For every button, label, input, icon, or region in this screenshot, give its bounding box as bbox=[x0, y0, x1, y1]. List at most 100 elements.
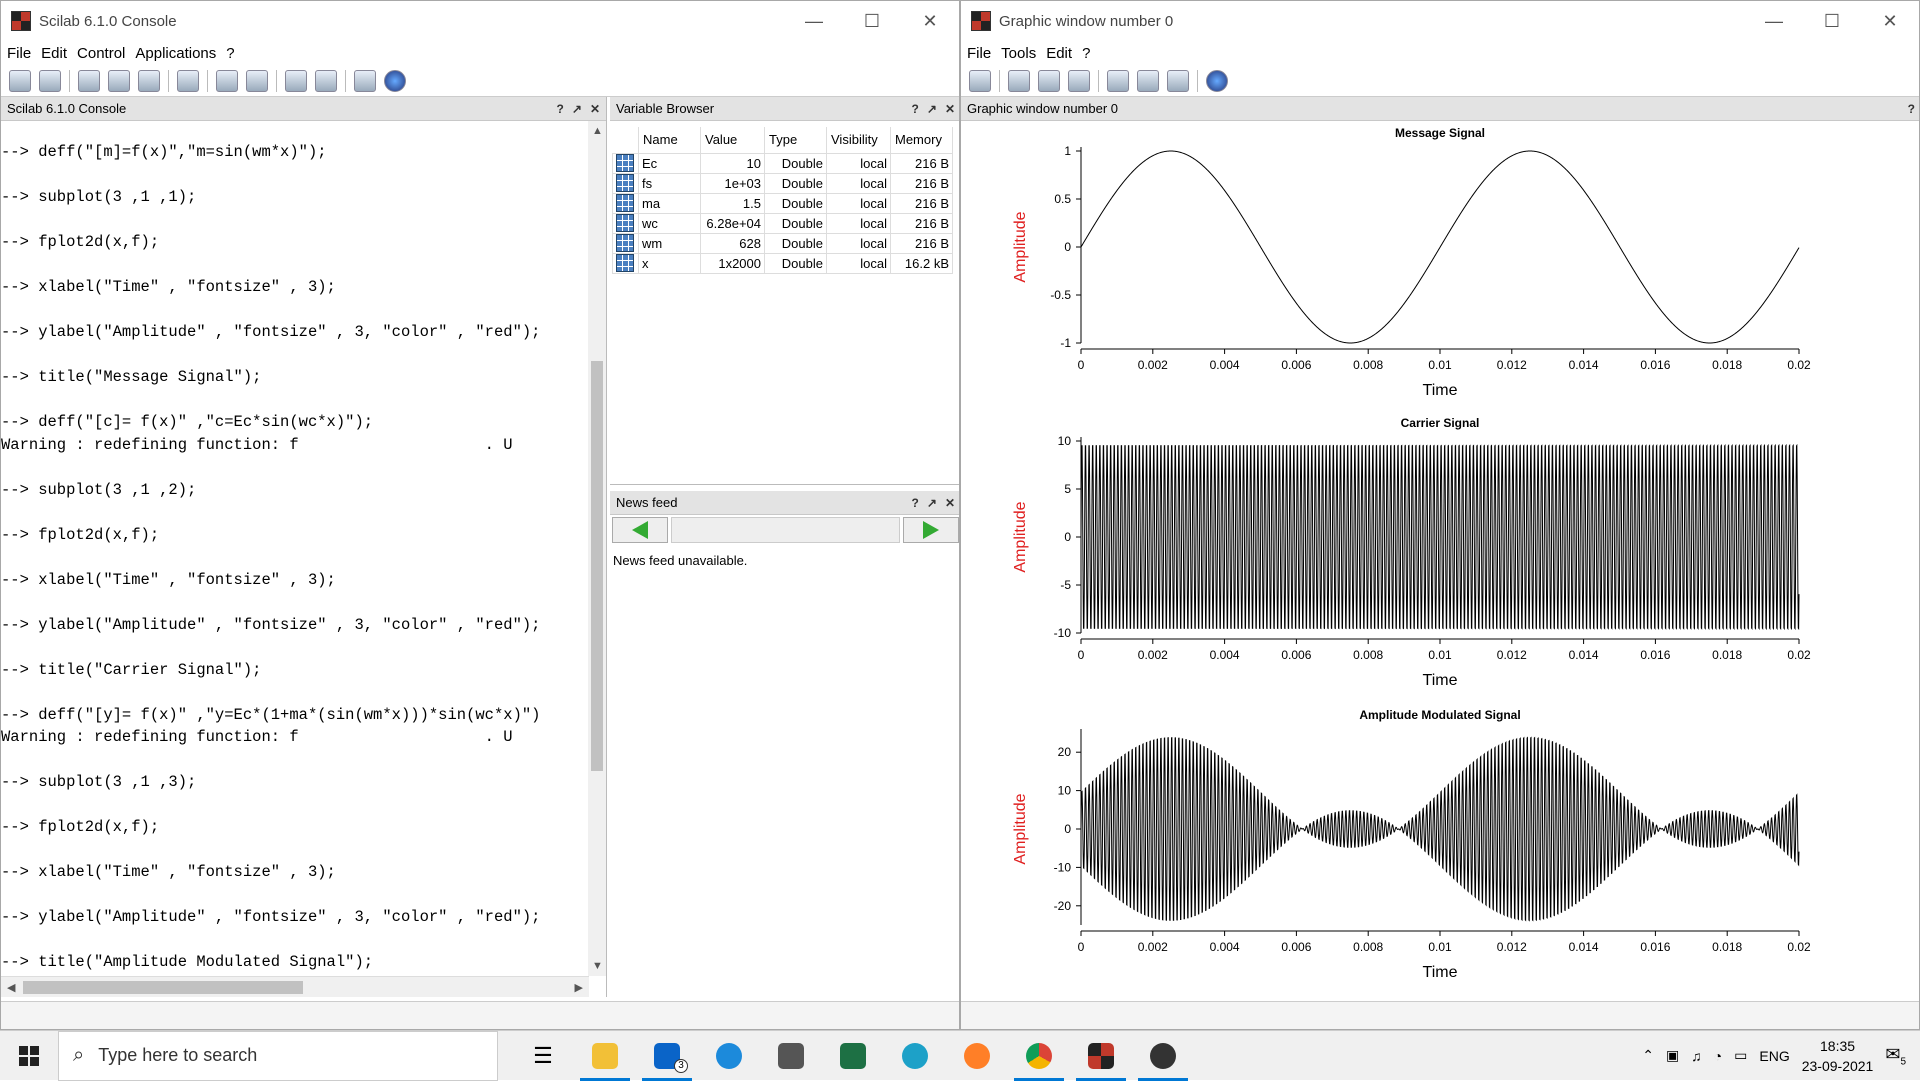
excel-icon[interactable] bbox=[822, 1031, 884, 1081]
x-tick-label: 0 bbox=[1078, 358, 1085, 372]
change-directory-icon[interactable] bbox=[177, 69, 199, 92]
notification-icon[interactable]: ✉5 bbox=[1885, 1043, 1906, 1068]
axes-icon[interactable] bbox=[1137, 69, 1159, 92]
variable-memory: 216 B bbox=[890, 172, 953, 194]
minimize-button[interactable]: — bbox=[1765, 10, 1783, 31]
mail-icon[interactable]: 3 bbox=[636, 1031, 698, 1081]
menu-edit[interactable]: Edit bbox=[41, 44, 68, 62]
menu-tools[interactable]: Tools bbox=[1001, 44, 1037, 62]
start-button[interactable] bbox=[0, 1031, 58, 1081]
help-icon[interactable] bbox=[1206, 69, 1228, 92]
xcos-icon[interactable] bbox=[285, 69, 307, 92]
forward-arrow-icon bbox=[923, 521, 939, 539]
taskbar-search[interactable]: ⌕ Type here to search bbox=[58, 1030, 498, 1081]
edge-icon[interactable] bbox=[884, 1031, 946, 1081]
menu-file[interactable]: File bbox=[967, 44, 992, 62]
panel-help-icon[interactable]: ? bbox=[911, 101, 919, 116]
cut-icon[interactable] bbox=[78, 69, 100, 92]
panel-help-icon[interactable]: ? bbox=[1907, 101, 1915, 116]
rotate-icon[interactable] bbox=[1107, 69, 1129, 92]
graphic-window-taskbar-icon[interactable] bbox=[1132, 1031, 1194, 1081]
menu-applications[interactable]: Applications bbox=[135, 44, 217, 62]
zoom-area-icon[interactable] bbox=[1008, 69, 1030, 92]
clear-console-icon[interactable] bbox=[246, 69, 268, 92]
news-next-button[interactable] bbox=[903, 517, 959, 543]
console-command-line: --> subplot(3 ,1 ,3); bbox=[1, 773, 197, 791]
preferences-icon[interactable] bbox=[315, 69, 337, 92]
graphic-titlebar[interactable]: Graphic window number 0 — ☐ ✕ bbox=[961, 1, 1919, 41]
firefox-icon[interactable] bbox=[946, 1031, 1008, 1081]
scroll-left-icon[interactable]: ◀ bbox=[7, 982, 16, 994]
col-memory[interactable]: Memory bbox=[890, 127, 953, 153]
col-visibility[interactable]: Visibility bbox=[826, 127, 891, 153]
scroll-up-icon[interactable]: ▲ bbox=[592, 125, 603, 137]
news-previous-button[interactable] bbox=[612, 517, 668, 543]
console-blank-line bbox=[1, 794, 589, 817]
pan-icon[interactable] bbox=[1167, 69, 1189, 92]
module-manager-icon[interactable] bbox=[354, 69, 376, 92]
show-hidden-icons-icon[interactable]: ⌃ bbox=[1642, 1047, 1654, 1063]
vertical-scroll-thumb[interactable] bbox=[591, 361, 603, 771]
close-button[interactable]: ✕ bbox=[922, 10, 938, 31]
help-icon[interactable] bbox=[384, 69, 406, 92]
panel-help-icon[interactable]: ? bbox=[911, 495, 919, 510]
console-titlebar[interactable]: Scilab 6.1.0 Console — ☐ ✕ bbox=[1, 1, 959, 41]
new-script-icon[interactable] bbox=[9, 69, 31, 92]
panel-undock-icon[interactable]: ↗ bbox=[926, 101, 937, 116]
task-view-icon[interactable]: ☰ bbox=[533, 1042, 553, 1068]
variable-row[interactable]: wm 628 Double local 216 B bbox=[612, 232, 953, 254]
panel-undock-icon[interactable]: ↗ bbox=[571, 101, 582, 116]
panel-close-icon[interactable]: ✕ bbox=[944, 101, 955, 116]
clock[interactable]: 18:35 23-09-2021 bbox=[1802, 1036, 1874, 1076]
panel-help-icon[interactable]: ? bbox=[556, 101, 564, 116]
panel-close-icon[interactable]: ✕ bbox=[944, 495, 955, 510]
variable-row[interactable]: Ec 10 Double local 216 B bbox=[612, 152, 953, 174]
panel-close-icon[interactable]: ✕ bbox=[589, 101, 600, 116]
scilab-taskbar-icon[interactable] bbox=[1070, 1031, 1132, 1081]
minimize-button[interactable]: — bbox=[805, 10, 823, 31]
plot-canvas[interactable]: Message Signal 0 0.002 0.004 0.006 0.008 0.01 0… bbox=[961, 121, 1919, 997]
camera-icon[interactable] bbox=[760, 1031, 822, 1081]
console-command-line: --> fplot2d(x,f); bbox=[1, 818, 160, 836]
maximize-button[interactable]: ☐ bbox=[863, 10, 881, 31]
print-icon[interactable] bbox=[216, 69, 238, 92]
col-type[interactable]: Type bbox=[764, 127, 827, 153]
console-output[interactable]: --> deff("[m]=f(x)","m=sin(wm*x)"); --> s… bbox=[1, 121, 589, 976]
menu-help[interactable]: ? bbox=[1082, 44, 1091, 62]
scroll-right-icon[interactable]: ▶ bbox=[574, 982, 583, 994]
copy-icon[interactable] bbox=[108, 69, 130, 92]
close-button[interactable]: ✕ bbox=[1882, 10, 1898, 31]
zoom-out-icon[interactable] bbox=[1068, 69, 1090, 92]
scroll-down-icon[interactable]: ▼ bbox=[592, 960, 603, 972]
maximize-button[interactable]: ☐ bbox=[1823, 10, 1841, 31]
open-file-icon[interactable] bbox=[39, 69, 61, 92]
chrome-icon[interactable] bbox=[1008, 1031, 1070, 1081]
zoom-in-icon[interactable] bbox=[1038, 69, 1060, 92]
file-explorer-icon[interactable] bbox=[574, 1031, 636, 1081]
variable-row[interactable]: ma 1.5 Double local 216 B bbox=[612, 192, 953, 214]
meet-now-icon[interactable]: ▣ bbox=[1665, 1047, 1680, 1063]
col-name[interactable]: Name bbox=[638, 127, 701, 153]
variable-row[interactable]: fs 1e+03 Double local 216 B bbox=[612, 172, 953, 194]
wifi-icon[interactable]: ◔ bbox=[1713, 1047, 1723, 1064]
paint-icon[interactable] bbox=[698, 1031, 760, 1081]
horizontal-scroll-thumb[interactable] bbox=[23, 981, 303, 994]
volume-icon[interactable]: ♫ bbox=[1691, 1047, 1702, 1064]
variable-row[interactable]: x 1x2000 Double local 16.2 kB bbox=[612, 252, 953, 274]
console-vertical-scrollbar[interactable]: ▲ ▼ bbox=[588, 121, 606, 976]
menu-help[interactable]: ? bbox=[226, 44, 235, 62]
clock-date: 23-09-2021 bbox=[1801, 1057, 1874, 1074]
paste-icon[interactable] bbox=[138, 69, 160, 92]
panel-undock-icon[interactable]: ↗ bbox=[926, 495, 937, 510]
menu-file[interactable]: File bbox=[7, 44, 32, 62]
console-horizontal-scrollbar[interactable]: ◀ ▶ bbox=[1, 976, 589, 997]
variable-row[interactable]: wc 6.28e+04 Double local 216 B bbox=[612, 212, 953, 234]
language-indicator[interactable]: ENG bbox=[1759, 1047, 1790, 1064]
menu-control[interactable]: Control bbox=[77, 44, 126, 62]
datatip-icon[interactable] bbox=[969, 69, 991, 92]
x-tick-label: 0.02 bbox=[1787, 940, 1811, 954]
variable-visibility: local bbox=[826, 192, 891, 214]
battery-icon[interactable]: ▭ bbox=[1734, 1047, 1748, 1063]
menu-edit[interactable]: Edit bbox=[1046, 44, 1073, 62]
col-value[interactable]: Value bbox=[700, 127, 765, 153]
